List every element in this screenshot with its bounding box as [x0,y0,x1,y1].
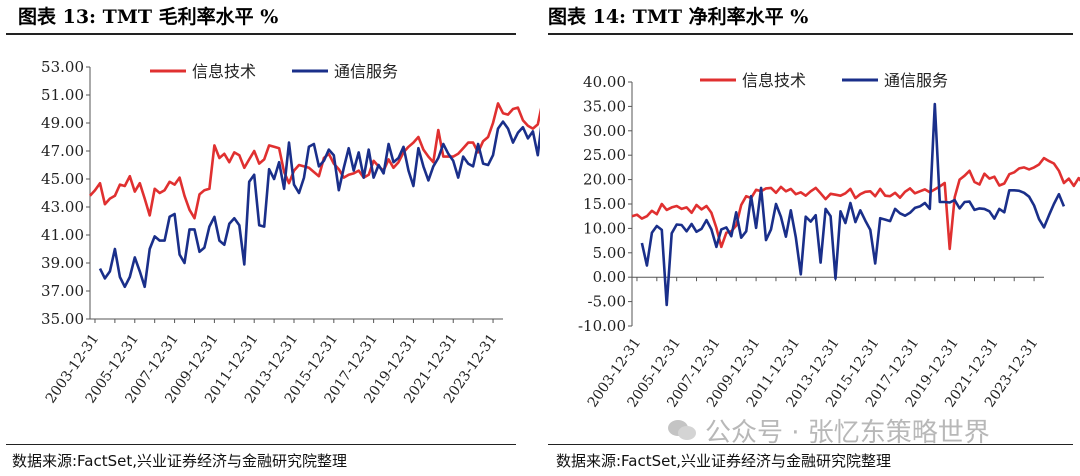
y-tick-label: 15.00 [583,195,626,213]
y-tick-label: 5.00 [593,244,626,262]
wechat-icon [666,418,698,442]
watermark: 公众号 · 张忆东策略世界 [705,412,990,449]
legend-label: 信息技术 [742,71,806,90]
left-source-note: 数据来源:FactSet,兴业证券经济与金融研究院整理 [12,450,347,471]
y-tick-label: -10.00 [578,317,626,335]
y-tick-label: 10.00 [583,219,626,237]
y-tick-label: -5.00 [588,293,626,311]
series-line-info-tech [632,158,1080,249]
right-source-note: 数据来源:FactSet,兴业证券经济与金融研究院整理 [556,450,891,471]
y-tick-label: 25.00 [583,146,626,164]
y-tick-label: 35.00 [583,97,626,115]
series-line-telecom [642,104,1064,305]
right-net-margin-chart: 40.00 35.00 30.00 25.00 20.00 15.00 10.00 5.00 0… [0,0,1080,445]
y-tick-label: 30.00 [583,122,626,140]
y-tick-label: 40.00 [583,73,626,91]
y-tick-label: 0.00 [593,268,626,286]
legend-label: 通信服务 [884,71,948,90]
y-tick-label: 20.00 [583,171,626,189]
left-source-rule [6,444,516,445]
